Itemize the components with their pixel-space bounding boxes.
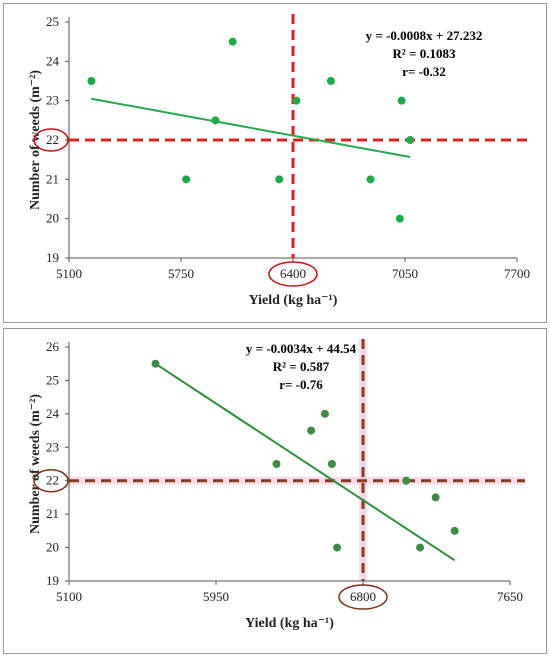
y-tick-label: 19 [46, 250, 59, 265]
y-tick-label: 22 [46, 473, 59, 488]
y-tick-label: 22 [46, 132, 59, 147]
x-tick-label: 7700 [504, 266, 530, 281]
data-point [450, 526, 459, 535]
bottom-scatter-chart: 19 20 21 22 23 24 25 26 5100 5950 6800 7650 Yield (k… [28, 339, 525, 631]
data-point [333, 543, 342, 552]
data-point [326, 77, 335, 85]
data-point [320, 409, 329, 418]
data-point [87, 77, 96, 85]
data-point [366, 175, 375, 184]
data-point [182, 175, 191, 184]
y-tick-label: 23 [46, 93, 59, 108]
x-tick-label: 6800 [350, 589, 376, 604]
data-point [397, 96, 406, 105]
x-tick-label: 5100 [56, 589, 82, 604]
y-tick-label: 25 [46, 372, 59, 387]
y-tick-label: 23 [46, 439, 59, 454]
x-tick-label: 5750 [168, 266, 194, 281]
data-point [406, 136, 415, 144]
threshold-y-label-circle [33, 468, 69, 493]
y-tick-label: 24 [46, 53, 60, 68]
data-point [211, 116, 220, 125]
threshold-x-label-circle [338, 584, 388, 610]
trendline [154, 362, 456, 562]
r-value-label: r= -0.32 [402, 64, 446, 79]
x-axis-title: Yield (kg ha⁻¹) [245, 616, 334, 631]
data-point [395, 214, 404, 223]
r-value-label: r= -0.76 [279, 377, 323, 392]
trendline [91, 97, 411, 158]
data-point [307, 426, 316, 435]
threshold-x-label-circle [268, 261, 318, 287]
regression-equation: y = -0.0008x + 27.232 [366, 28, 483, 43]
data-point [292, 96, 301, 105]
y-tick-label: 19 [46, 573, 59, 588]
y-tick-label: 21 [46, 506, 59, 521]
y-tick-label: 20 [46, 540, 59, 555]
regression-equation: y = -0.0034x + 44.54 [246, 341, 357, 356]
x-tick-label: 6400 [280, 266, 306, 281]
x-tick-label: 5100 [56, 266, 82, 281]
data-point [416, 543, 425, 552]
data-point [402, 476, 411, 485]
x-tick-label: 5950 [203, 589, 229, 604]
y-tick-label: 25 [46, 14, 59, 29]
x-axis-title: Yield (kg ha⁻¹) [249, 293, 338, 308]
x-tick-label: 7650 [497, 589, 523, 604]
top-chart-panel: 19 20 21 22 23 24 25 5100 5750 6400 7050 7700 Yield … [3, 3, 547, 323]
y-axis-title: Number of weeds (m⁻²) [28, 394, 43, 534]
y-tick-label: 20 [46, 211, 59, 226]
y-tick-label: 24 [46, 406, 60, 421]
r-squared-label: R² = 0.587 [273, 359, 330, 374]
data-point [327, 460, 336, 468]
data-point [228, 37, 237, 46]
r-squared-label: R² = 0.1083 [393, 46, 456, 61]
data-point [151, 359, 160, 368]
x-tick-label: 7050 [392, 266, 418, 281]
y-axis-title: Number of weeds (m⁻²) [28, 70, 43, 210]
y-tick-label: 21 [46, 171, 59, 186]
data-point [275, 175, 284, 184]
y-tick-label: 26 [46, 339, 60, 354]
threshold-y-label-circle [33, 128, 69, 152]
data-point [431, 493, 440, 502]
top-scatter-chart: 19 20 21 22 23 24 25 5100 5750 6400 7050 7700 Yield … [28, 14, 532, 308]
data-point [272, 460, 281, 468]
bottom-chart-panel: 19 20 21 22 23 24 25 26 5100 5950 6800 7650 Yield (k… [3, 328, 547, 654]
